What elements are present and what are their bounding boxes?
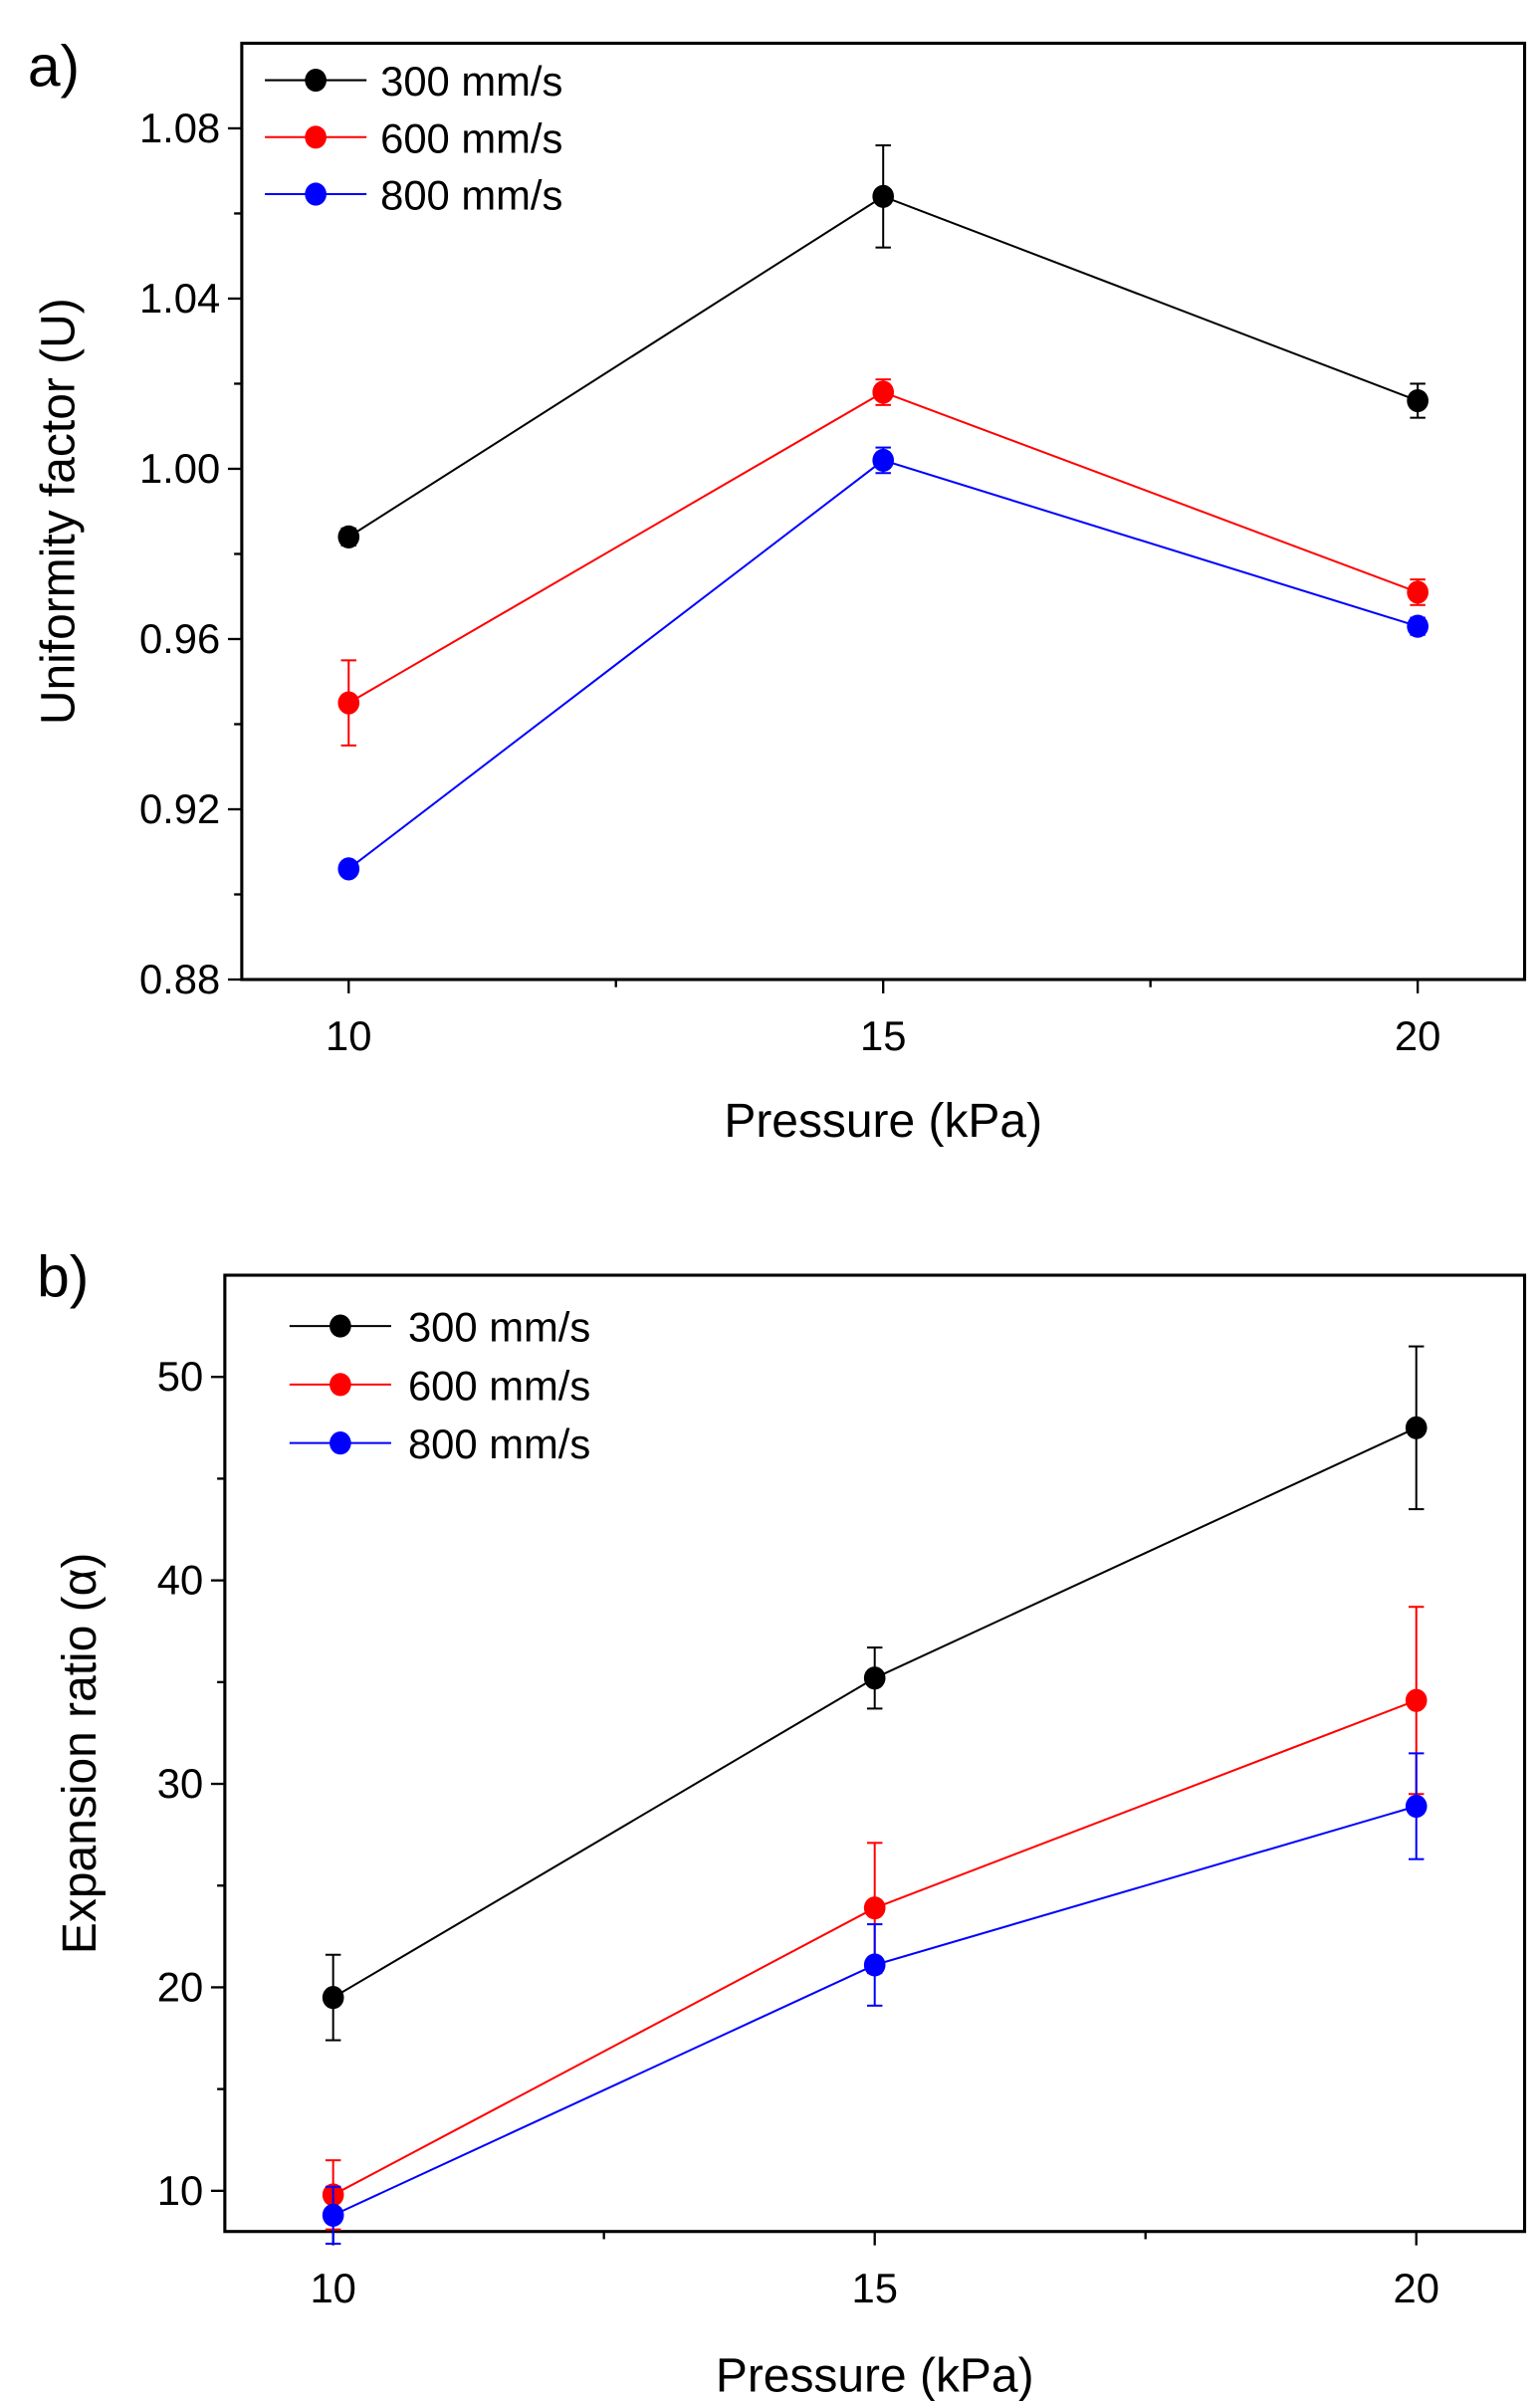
series-300-mm-s: 300 mm/s xyxy=(289,1304,1428,2042)
plot-frame xyxy=(223,1273,1527,2234)
legend-marker xyxy=(330,1373,351,1397)
data-point xyxy=(863,1896,886,1920)
legend-label: 600 mm/s xyxy=(380,114,562,161)
y-tick-label: 30 xyxy=(157,1760,203,1807)
x-tick-label: 10 xyxy=(310,2265,355,2311)
data-point xyxy=(1405,1688,1428,1712)
y-tick-label: 40 xyxy=(157,1557,203,1604)
legend-marker xyxy=(330,1314,351,1338)
y-tick-label: 0.88 xyxy=(139,956,220,1002)
series-300-mm-s: 300 mm/s xyxy=(265,58,1429,548)
y-tick-label: 20 xyxy=(157,1963,203,2010)
legend-marker xyxy=(305,68,327,93)
series-600-mm-s: 600 mm/s xyxy=(265,114,1429,747)
chart-panel-a: a) 0.88 0.92 0.96 1.00 1.04 1.08 10 15 20 Pressure… xyxy=(28,35,1527,1148)
data-point xyxy=(337,857,360,881)
y-tick-label: 0.92 xyxy=(139,785,220,832)
y-tick-label: 1.00 xyxy=(139,445,220,492)
x-axis-title: Pressure (kPa) xyxy=(724,1095,1042,1148)
data-point xyxy=(337,691,360,715)
y-axis-title: Uniformity factor (U) xyxy=(32,298,85,725)
data-point xyxy=(1405,1416,1428,1439)
data-point xyxy=(322,2203,344,2227)
x-tick-label: 20 xyxy=(1395,1012,1440,1059)
x-tick-label: 10 xyxy=(326,1012,371,1059)
chart-panel-b: b) 10 20 30 40 50 10 15 20 Pressure (kPa) Expansio… xyxy=(37,1245,1527,2401)
data-point xyxy=(337,525,360,548)
x-axis-title: Pressure (kPa) xyxy=(716,2350,1034,2401)
legend-label: 300 mm/s xyxy=(408,1304,590,1351)
panel-label: b) xyxy=(37,1245,89,1310)
data-point xyxy=(1405,1794,1428,1819)
data-point xyxy=(1407,580,1429,604)
series-line xyxy=(347,459,1419,870)
legend-marker xyxy=(305,125,327,149)
series-800-mm-s: 800 mm/s xyxy=(265,172,1429,881)
legend-marker xyxy=(305,182,327,206)
x-tick-label: 15 xyxy=(860,1012,906,1059)
data-point xyxy=(872,184,895,208)
data-point xyxy=(863,1666,886,1690)
series-600-mm-s: 600 mm/s xyxy=(289,1362,1428,2231)
y-tick-label: 50 xyxy=(157,1353,203,1400)
legend-label: 300 mm/s xyxy=(380,58,562,105)
y-tick-label: 1.08 xyxy=(139,105,220,151)
y-tick-label: 10 xyxy=(157,2167,203,2214)
data-point xyxy=(322,1986,344,2010)
legend-label: 800 mm/s xyxy=(408,1420,590,1467)
data-point xyxy=(863,1953,886,1977)
legend-label: 600 mm/s xyxy=(408,1362,590,1409)
y-axis-title: Expansion ratio (α) xyxy=(54,1553,107,1954)
data-point xyxy=(872,448,895,473)
data-point xyxy=(1407,614,1429,638)
legend-label: 800 mm/s xyxy=(380,172,562,219)
x-tick-label: 20 xyxy=(1393,2265,1438,2311)
series-800-mm-s: 800 mm/s xyxy=(289,1420,1428,2245)
legend-marker xyxy=(330,1431,351,1455)
data-point xyxy=(1407,388,1429,413)
x-tick-label: 15 xyxy=(851,2265,897,2311)
y-tick-label: 0.96 xyxy=(139,615,220,662)
panel-label: a) xyxy=(28,35,80,100)
data-point xyxy=(872,380,895,404)
y-tick-label: 1.04 xyxy=(139,275,220,322)
series-line xyxy=(347,390,1419,704)
